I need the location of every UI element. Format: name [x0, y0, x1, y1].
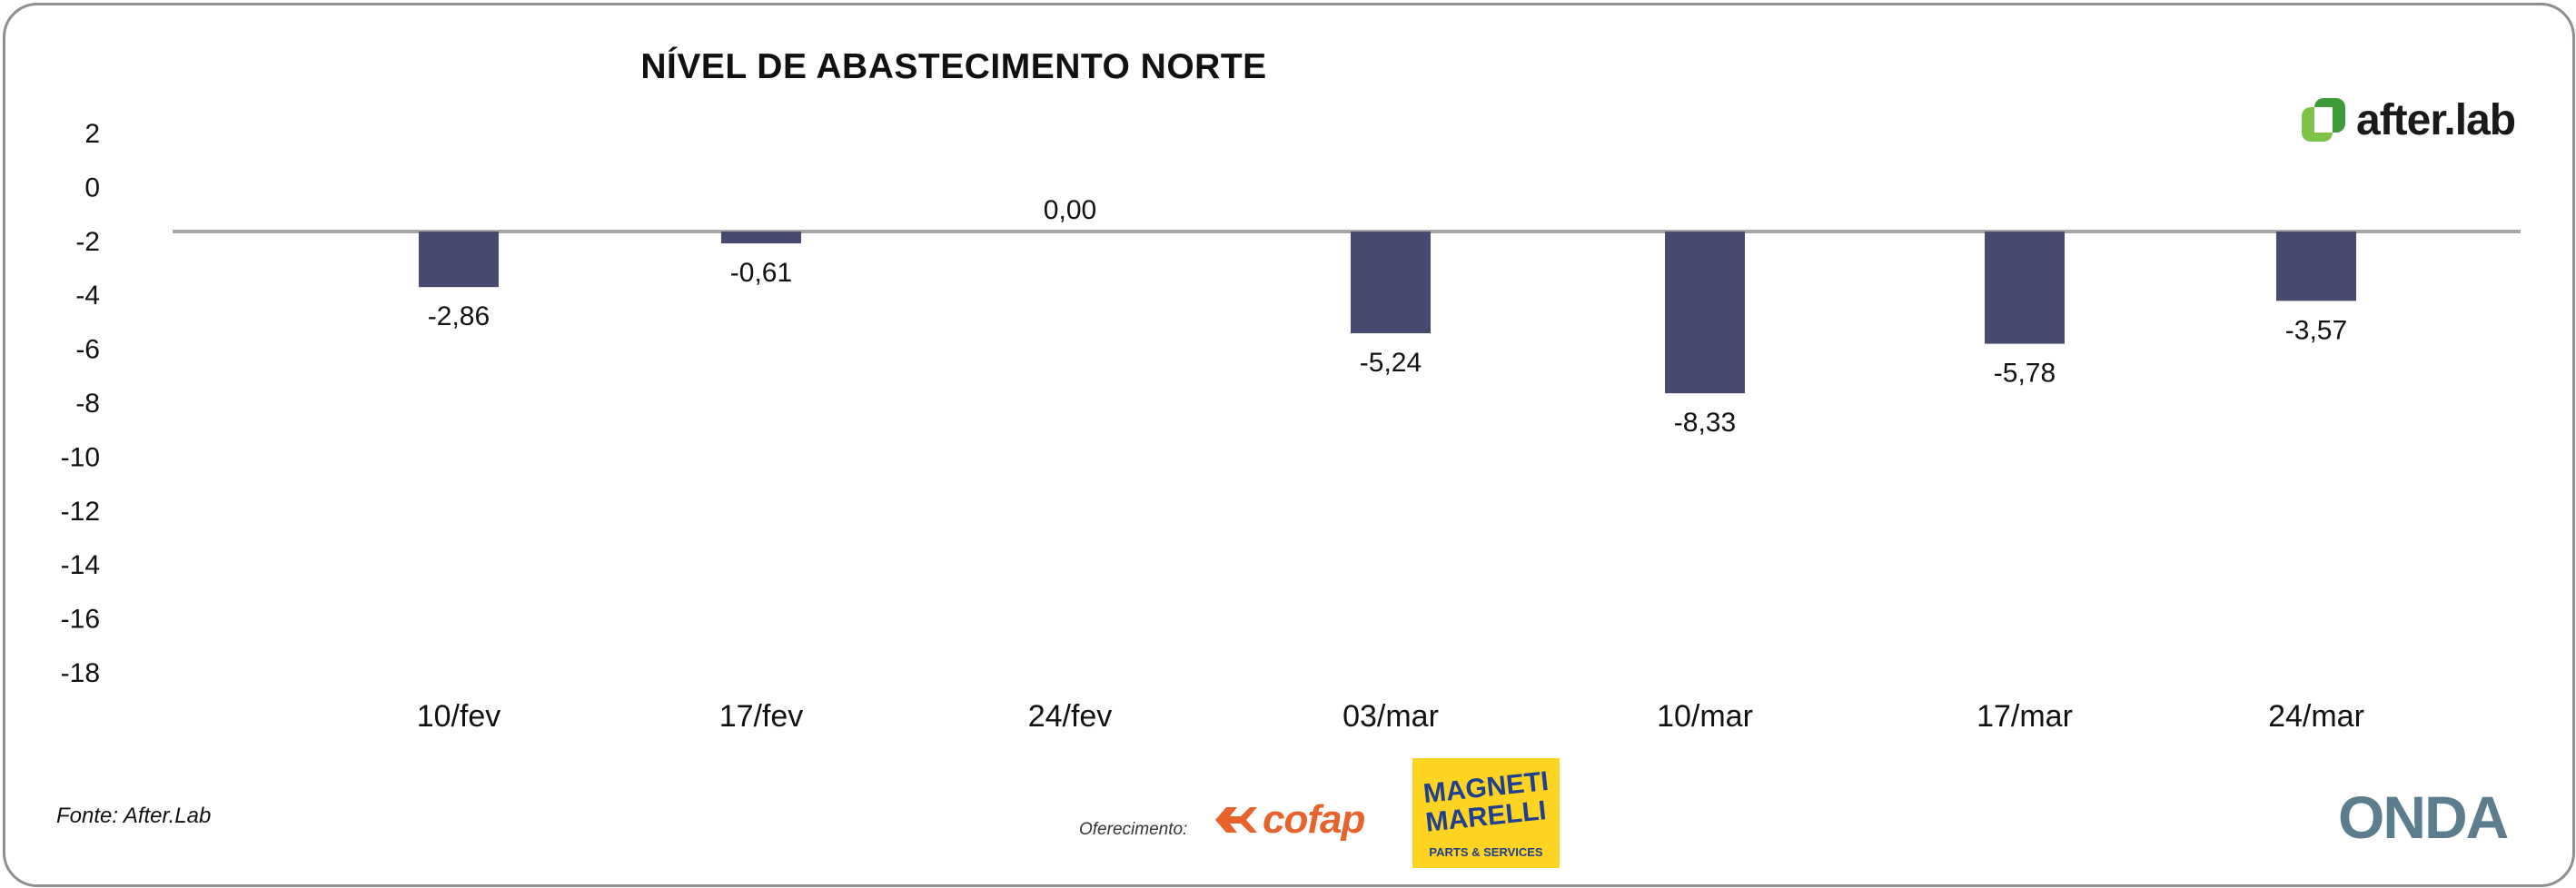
afterlab-logo-text: after.lab [2356, 95, 2516, 144]
data-label: -0,61 [730, 258, 792, 288]
cofap-logo-icon [1215, 807, 1257, 833]
cofap-logo-text: cofap [1263, 797, 1365, 842]
data-label: -5,24 [1360, 348, 1422, 378]
y-tick-label: -6 [75, 335, 100, 365]
x-tick-label: 03/mar [1342, 699, 1439, 734]
x-tick-label: 10/fev [417, 699, 501, 734]
data-label: -3,57 [2285, 315, 2347, 345]
bar [721, 232, 801, 244]
y-tick-label: -8 [75, 389, 100, 419]
bar [419, 232, 499, 288]
source-note: Fonte: After.Lab [56, 804, 212, 828]
y-tick-label: 2 [84, 119, 100, 149]
data-label: -8,33 [1674, 408, 1736, 438]
afterlab-logo-icon [2302, 98, 2345, 142]
chart-frame [3, 3, 2575, 887]
bar [2276, 232, 2356, 301]
magneti-marelli-logo: MAGNETI MARELLI PARTS & SERVICES [1412, 758, 1560, 868]
afterlab-logo: after.lab [2298, 94, 2516, 145]
bar [1351, 232, 1431, 334]
x-tick-label: 17/mar [1977, 699, 2073, 734]
data-label: -5,78 [1994, 359, 2056, 389]
y-tick-label: -16 [61, 605, 100, 635]
x-tick-label: 24/fev [1028, 699, 1113, 734]
onda-logo: ONDA [2338, 784, 2520, 851]
y-tick-label: -10 [61, 442, 100, 472]
y-tick-label: -12 [61, 497, 100, 527]
bar [1665, 232, 1745, 394]
data-label: 0,00 [1044, 195, 1096, 225]
bar [1985, 232, 2065, 344]
y-tick-label: -4 [75, 281, 100, 311]
data-label: -2,86 [428, 301, 490, 331]
magneti-subtitle: PARTS & SERVICES [1429, 845, 1543, 859]
y-tick-label: 0 [84, 173, 100, 202]
cofap-logo: cofap [1214, 797, 1365, 843]
y-tick-label: -18 [61, 658, 100, 688]
onda-logo-text: ONDA [2338, 784, 2509, 851]
x-tick-label: 17/fev [719, 699, 804, 734]
x-tick-label: 10/mar [1657, 699, 1753, 734]
y-tick-label: -14 [61, 550, 100, 580]
y-tick-label: -2 [75, 227, 100, 257]
sponsor-label: Oferecimento: [1079, 820, 1188, 839]
chart-title: NÍVEL DE ABASTECIMENTO NORTE [640, 47, 1267, 86]
x-tick-label: 24/mar [2268, 699, 2364, 734]
